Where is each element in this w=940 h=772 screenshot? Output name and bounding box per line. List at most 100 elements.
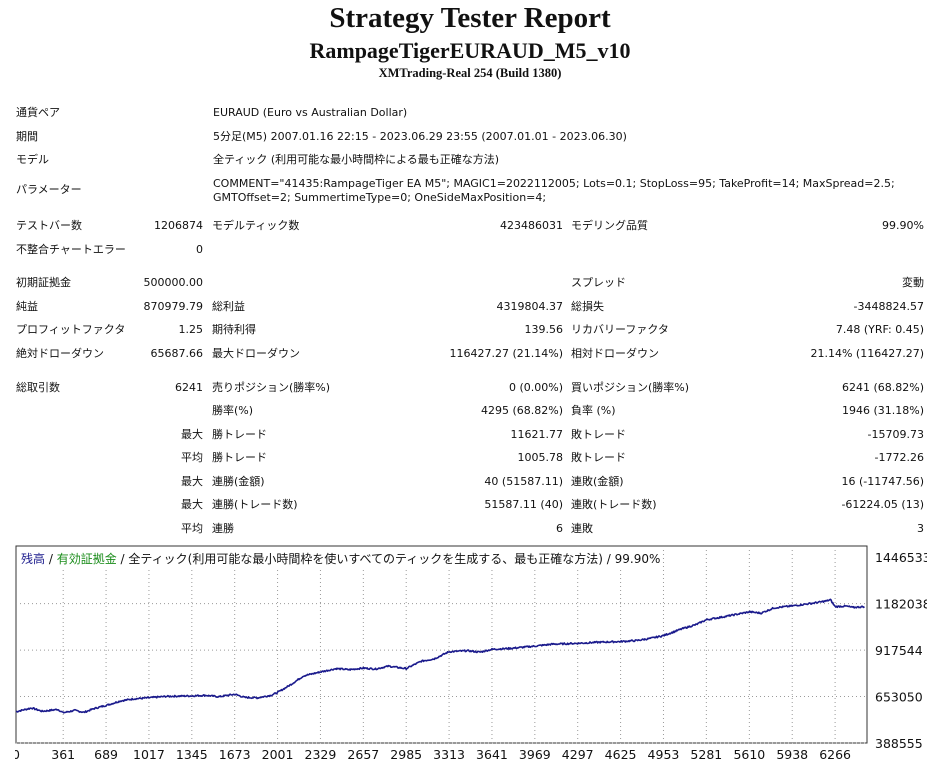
average-loss-label: 敗トレード: [571, 451, 626, 465]
x-tick-label: 1017: [133, 747, 165, 762]
avg-cons-prefix: 平均: [181, 522, 203, 536]
x-tick-label: 4625: [605, 747, 637, 762]
profit-factor-value: 1.25: [179, 323, 204, 337]
net-profit-value: 870979.79: [144, 300, 204, 314]
balance-chart-svg: 1446533 1182038 917544 653050 388555 0 361 689 1…: [15, 545, 927, 769]
largest-win-label: 勝トレード: [212, 428, 267, 442]
x-tick-label: 3641: [476, 747, 508, 762]
short-positions-value: 0 (0.00%): [509, 381, 563, 395]
total-trades-label: 総取引数: [16, 381, 60, 395]
period-value: 5分足(M5) 2007.01.16 22:15 - 2023.06.29 23…: [213, 130, 627, 144]
recovery-factor-value: 7.48 (YRF: 0.45): [836, 323, 924, 337]
y-tick-label: 388555: [875, 736, 923, 751]
win-rate-value: 4295 (68.82%): [481, 404, 563, 418]
gross-profit-label: 総利益: [212, 300, 245, 314]
initial-deposit-label: 初期証拠金: [16, 276, 71, 290]
avg-cons-loss-value: 3: [917, 522, 924, 536]
server-info: XMTrading-Real 254 (Build 1380): [0, 66, 940, 81]
x-tick-label: 689: [94, 747, 118, 762]
x-tick-label: 4953: [648, 747, 680, 762]
legend-separator: /: [45, 552, 57, 566]
cons-win-amount-label: 連勝(金額): [212, 475, 265, 489]
legend-balance: 残高: [21, 552, 45, 566]
x-tick-label: 5938: [776, 747, 808, 762]
parameters-label: パラメーター: [16, 183, 82, 197]
ea-name: RampageTigerEURAUD_M5_v10: [0, 38, 940, 64]
long-positions-label: 買いポジション(勝率%): [571, 381, 689, 395]
average-win-label: 勝トレード: [212, 451, 267, 465]
test-bars-label: テストバー数: [16, 219, 82, 233]
symbol-value: EURAUD (Euro vs Australian Dollar): [213, 106, 407, 120]
x-tick-label: 6266: [819, 747, 851, 762]
cons-win-trades-value: 51587.11 (40): [484, 498, 563, 512]
y-tick-label: 917544: [875, 643, 923, 658]
chart-legend: 残高 / 有効証拠金 / 全ティック(利用可能な最小時間枠を使いすべてのティック…: [21, 550, 662, 567]
expected-payoff-value: 139.56: [525, 323, 564, 337]
model-ticks-value: 423486031: [500, 219, 563, 233]
x-tick-label: 0: [15, 747, 20, 762]
model-quality-value: 99.90%: [882, 219, 924, 233]
model-quality-label: モデリング品質: [571, 219, 648, 233]
cons-loss-trades-label: 連敗(トレード数): [571, 498, 657, 512]
relative-drawdown-value: 21.14% (116427.27): [810, 347, 924, 361]
profit-factor-label: プロフィットファクタ: [16, 323, 125, 337]
net-profit-label: 純益: [16, 300, 38, 314]
cons-loss-trades-value: -61224.05 (13): [841, 498, 924, 512]
cons-win-amount-value: 40 (51587.11): [484, 475, 563, 489]
win-rate-label: 勝率(%): [212, 404, 253, 418]
x-tick-label: 5610: [733, 747, 765, 762]
gross-profit-value: 4319804.37: [497, 300, 563, 314]
y-tick-label: 1182038: [875, 597, 927, 612]
spread-label: スプレッド: [571, 276, 626, 290]
x-tick-label: 5281: [690, 747, 722, 762]
max-cons-amount-prefix: 最大: [181, 475, 203, 489]
legend-equity: 有効証拠金: [57, 552, 117, 566]
average-win-value: 1005.78: [518, 451, 564, 465]
x-tick-label: 1673: [219, 747, 251, 762]
report-title: Strategy Tester Report: [0, 2, 940, 35]
average-prefix: 平均: [181, 451, 203, 465]
loss-rate-label: 負率 (%): [571, 404, 616, 418]
relative-drawdown-label: 相対ドローダウン: [571, 347, 659, 361]
cons-win-trades-label: 連勝(トレード数): [212, 498, 298, 512]
plot-frame: [16, 546, 867, 743]
spread-value: 変動: [902, 276, 924, 290]
short-positions-label: 売りポジション(勝率%): [212, 381, 330, 395]
x-tick-label: 2657: [347, 747, 379, 762]
largest-loss-label: 敗トレード: [571, 428, 626, 442]
model-value: 全ティック (利用可能な最小時間枠による最も正確な方法): [213, 153, 499, 167]
model-ticks-label: モデルティック数: [212, 219, 299, 233]
gross-loss-value: -3448824.57: [854, 300, 924, 314]
loss-rate-value: 1946 (31.18%): [842, 404, 924, 418]
period-label: 期間: [16, 130, 38, 144]
cons-loss-amount-label: 連敗(金額): [571, 475, 624, 489]
x-tick-label: 361: [51, 747, 75, 762]
symbol-label: 通貨ペア: [16, 106, 60, 120]
mismatch-label: 不整合チャートエラー: [16, 243, 126, 257]
x-tick-label: 2329: [305, 747, 337, 762]
parameters-value: COMMENT="41435:RampageTiger EA M5"; MAGI…: [213, 177, 913, 205]
x-tick-label: 4297: [562, 747, 594, 762]
max-drawdown-label: 最大ドローダウン: [212, 347, 300, 361]
avg-cons-loss-label: 連敗: [571, 522, 593, 536]
absolute-drawdown-value: 65687.66: [151, 347, 204, 361]
largest-prefix: 最大: [181, 428, 203, 442]
largest-loss-value: -15709.73: [868, 428, 924, 442]
x-tick-label: 2985: [390, 747, 422, 762]
gross-loss-label: 総損失: [571, 300, 604, 314]
test-bars-value: 1206874: [154, 219, 203, 233]
balance-chart: 1446533 1182038 917544 653050 388555 0 361 689 1…: [15, 545, 927, 769]
x-tick-label: 3969: [519, 747, 551, 762]
avg-cons-win-value: 6: [556, 522, 563, 536]
x-tick-label: 3313: [433, 747, 465, 762]
x-tick-label: 2001: [262, 747, 294, 762]
cons-loss-amount-value: 16 (-11747.56): [841, 475, 924, 489]
absolute-drawdown-label: 絶対ドローダウン: [16, 347, 104, 361]
expected-payoff-label: 期待利得: [212, 323, 256, 337]
model-label: モデル: [16, 153, 49, 167]
largest-win-value: 11621.77: [511, 428, 564, 442]
long-positions-value: 6241 (68.82%): [842, 381, 924, 395]
initial-deposit-value: 500000.00: [144, 276, 204, 290]
avg-cons-win-label: 連勝: [212, 522, 234, 536]
max-drawdown-value: 116427.27 (21.14%): [449, 347, 563, 361]
